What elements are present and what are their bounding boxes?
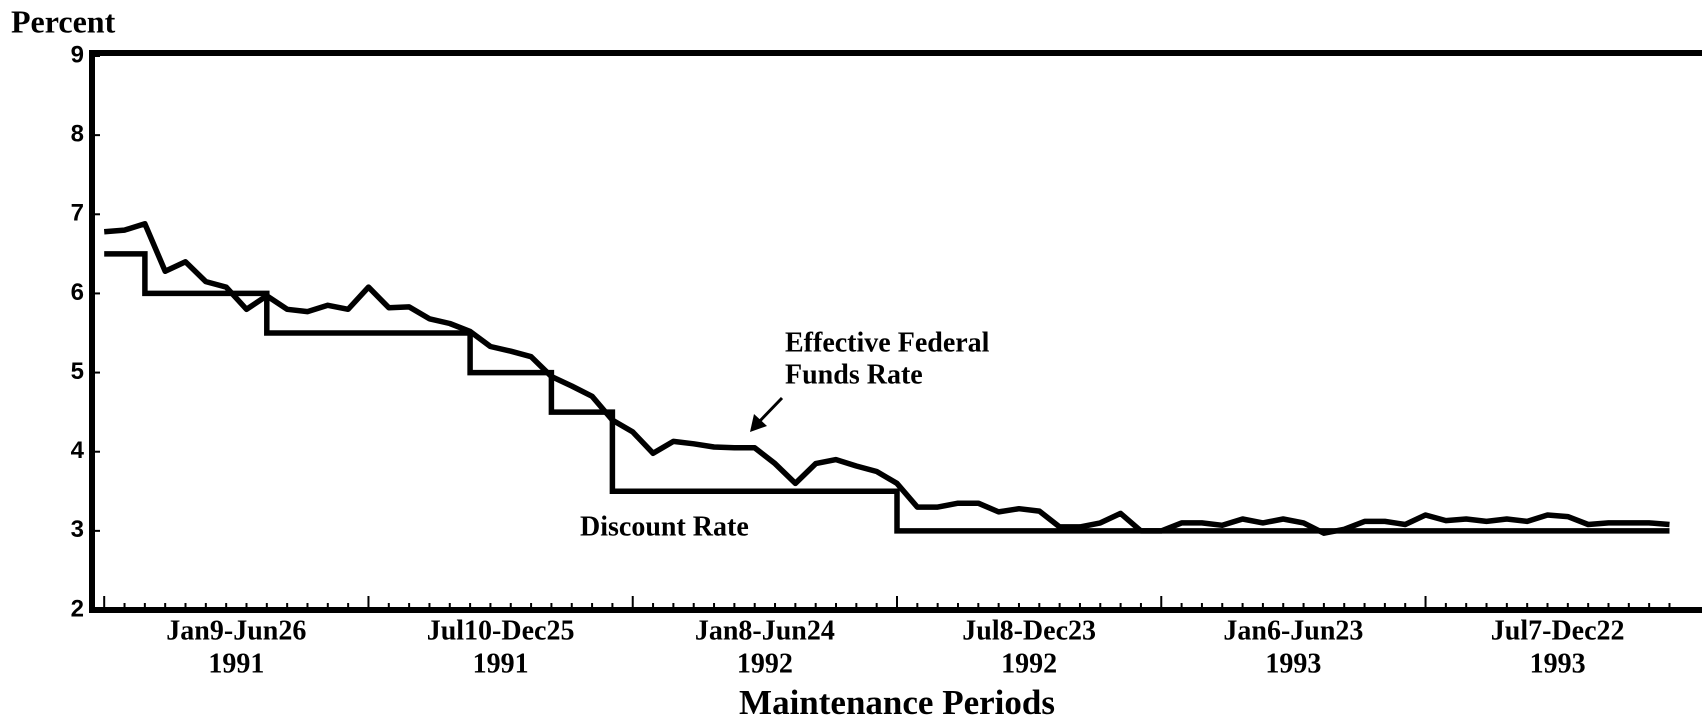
x-group-label: Jul8-Dec23 [962, 615, 1096, 646]
y-tick-label: 6 [71, 279, 84, 306]
x-group-year: 1992 [1001, 648, 1057, 679]
y-tick-label: 7 [71, 200, 84, 227]
annotation: Discount Rate [580, 511, 749, 542]
x-group-year: 1993 [1530, 648, 1586, 679]
x-axis-label: Maintenance Periods [739, 683, 1055, 722]
series-line [104, 251, 1670, 534]
series-line [103, 221, 1670, 536]
x-group-label: Jul7-Dec22 [1491, 615, 1625, 646]
y-tick-label: 9 [71, 41, 84, 68]
x-group-year: 1992 [737, 648, 793, 679]
y-tick-label: 3 [71, 516, 84, 543]
y-tick-label: 2 [71, 595, 84, 622]
y-axis-label: Percent [11, 3, 116, 39]
x-group-year: 1991 [473, 648, 529, 679]
arrow-head [750, 414, 767, 432]
y-tick-label: 5 [71, 358, 84, 385]
x-group-year: 1993 [1265, 648, 1321, 679]
annotation: Effective Federal [785, 327, 990, 358]
y-tick-label: 4 [71, 437, 85, 464]
x-group-label: Jan8-Jun24 [695, 615, 835, 646]
x-group-label: Jan9-Jun26 [166, 615, 306, 646]
x-group-label: Jul10-Dec25 [427, 615, 575, 646]
y-tick-label: 8 [71, 120, 84, 147]
x-group-year: 1991 [208, 648, 264, 679]
annotation: Funds Rate [785, 359, 923, 390]
x-group-label: Jan6-Jun23 [1223, 615, 1363, 646]
